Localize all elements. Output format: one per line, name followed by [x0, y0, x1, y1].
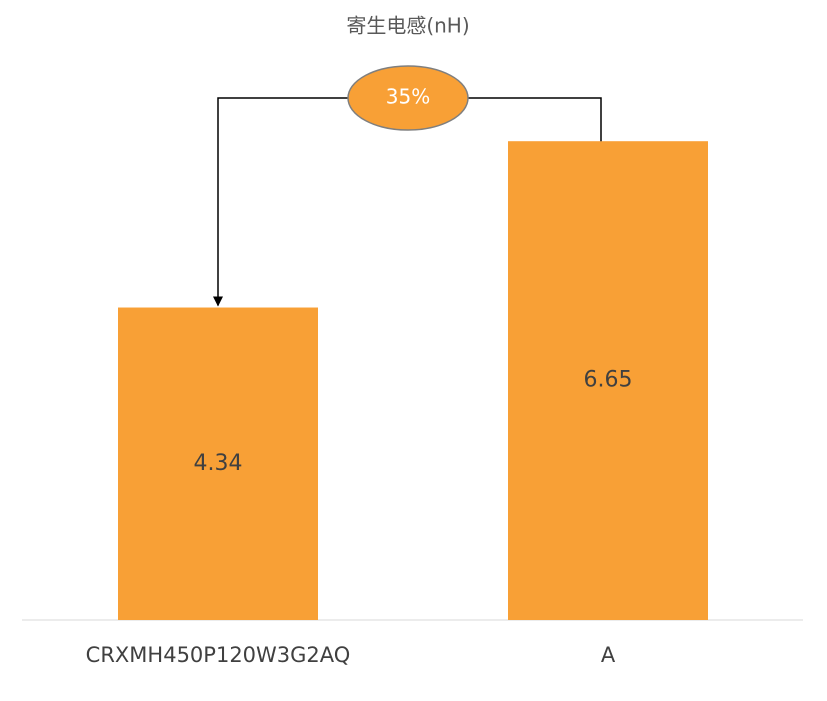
- value-label: 4.34: [194, 451, 243, 476]
- bar: [118, 307, 318, 620]
- connector: [218, 97, 602, 306]
- x-tick-label: CRXMH450P120W3G2AQ: [86, 643, 351, 667]
- value-label: 6.65: [584, 368, 633, 393]
- annotation-bubble: [347, 65, 469, 131]
- x-tick-label: A: [601, 643, 616, 667]
- bar: [508, 141, 708, 620]
- chart-title: 寄生电感(nH): [346, 14, 469, 38]
- annotation-label: 35%: [386, 85, 430, 109]
